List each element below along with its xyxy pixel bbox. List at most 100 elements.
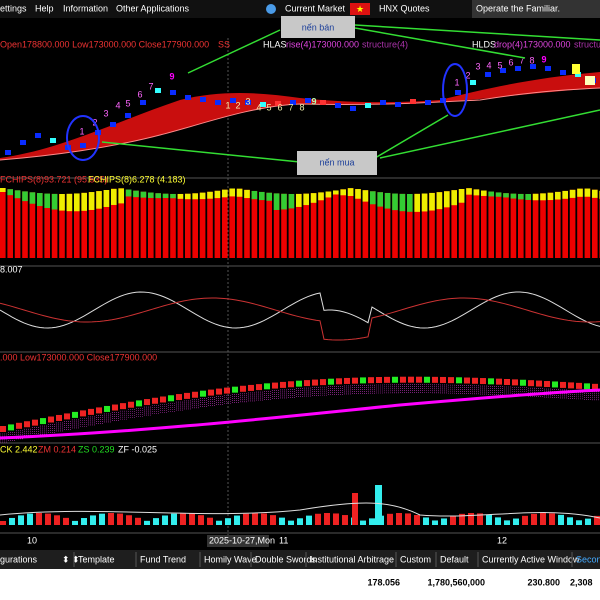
column — [303, 193, 309, 258]
candle — [472, 377, 478, 384]
column — [318, 192, 324, 258]
column — [347, 188, 354, 258]
column-top — [288, 193, 295, 209]
candle — [455, 90, 461, 95]
cloud — [0, 72, 600, 160]
candle — [576, 382, 582, 389]
menu-item[interactable]: HNX Quotes — [379, 3, 430, 13]
candle — [200, 390, 206, 397]
candle — [96, 407, 102, 414]
candle — [424, 376, 430, 383]
candle — [16, 422, 22, 429]
cloud-edge — [0, 87, 600, 161]
candle — [288, 381, 294, 388]
tab[interactable]: gurations — [0, 554, 38, 564]
column — [399, 193, 406, 258]
column — [377, 192, 383, 258]
histogram-bar — [63, 517, 69, 525]
buy-circle — [442, 63, 468, 117]
sequence-number: 8 — [529, 55, 534, 65]
candle — [184, 392, 190, 399]
column-top — [310, 193, 317, 203]
flag-icon — [350, 3, 370, 15]
fchips-b: FCHIPS(8)6.278 (4.183) — [88, 174, 186, 184]
tab[interactable]: Template — [78, 554, 115, 564]
candle — [120, 403, 126, 410]
sequence-number: 5 — [266, 102, 271, 112]
column-top — [518, 193, 524, 200]
candle — [200, 97, 206, 102]
tab[interactable]: Fund Trend — [140, 554, 186, 564]
column-top — [162, 193, 169, 199]
histogram-bar — [324, 513, 330, 525]
column — [199, 192, 206, 258]
menu-item[interactable]: ettings — [0, 3, 27, 13]
column-top — [148, 192, 154, 198]
column — [259, 191, 265, 258]
footer-value: 2,308 — [570, 577, 593, 587]
histogram-bar — [234, 515, 240, 525]
tab[interactable]: Secon — [576, 554, 600, 564]
menu-item[interactable]: Help — [35, 3, 54, 13]
footer-value: 1,780,560,000 — [427, 577, 485, 587]
column-top — [547, 192, 554, 201]
tab[interactable]: Custom — [400, 554, 431, 564]
candle — [64, 413, 70, 420]
candle — [488, 378, 494, 385]
column-top — [7, 189, 13, 196]
column — [59, 193, 65, 258]
column-top — [377, 192, 383, 207]
sequence-number: 7 — [288, 102, 293, 112]
menu-item[interactable]: Other Applications — [116, 3, 190, 13]
histogram-bar — [585, 518, 591, 525]
candle — [80, 143, 86, 148]
histogram-bar — [189, 513, 195, 525]
column — [177, 193, 184, 258]
histogram-bar — [306, 515, 312, 525]
column — [510, 193, 517, 258]
histogram-bar — [279, 517, 285, 525]
column — [355, 189, 361, 258]
candle — [350, 106, 356, 111]
histogram-bar — [360, 520, 366, 525]
histogram-bar — [459, 513, 465, 525]
candle — [585, 76, 595, 85]
tab[interactable]: Currently Active Window — [482, 554, 580, 564]
column-top — [192, 193, 198, 200]
buy-circle — [66, 115, 100, 161]
sequence-number: 2 — [465, 70, 470, 80]
tab[interactable]: Homily Wave — [204, 554, 257, 564]
candle — [20, 140, 26, 145]
column — [140, 191, 147, 258]
candle — [440, 376, 446, 383]
candle — [272, 382, 278, 389]
menu-item[interactable]: Information — [63, 3, 108, 13]
candle — [35, 133, 41, 138]
column-top — [436, 192, 443, 210]
sequence-number: 8 — [299, 102, 304, 112]
sequence-number: 6 — [508, 57, 513, 67]
column-top — [562, 190, 568, 199]
column — [251, 190, 258, 258]
candle — [512, 379, 518, 386]
sequence-number: 1 — [79, 126, 84, 136]
tab[interactable]: Double Swords — [255, 554, 317, 564]
histogram-bar — [27, 513, 33, 525]
histogram-bar — [18, 515, 24, 525]
histogram-bar — [144, 520, 150, 525]
column — [429, 192, 435, 258]
column — [562, 190, 568, 258]
tab[interactable]: Default — [440, 554, 469, 564]
histogram-bar — [405, 513, 411, 525]
flag-star: ★ — [356, 4, 364, 14]
histogram-bar — [198, 515, 204, 525]
candle — [170, 90, 176, 95]
column-top — [414, 193, 420, 212]
ohlc-header-2: .000 Low173000.000 Close177900.000 — [0, 352, 157, 362]
menu-item[interactable]: Current Market — [285, 3, 346, 13]
column — [362, 190, 369, 258]
tab[interactable]: Institutional Arbitrage — [310, 554, 394, 564]
sequence-number: 3 — [245, 96, 250, 106]
candle — [560, 381, 566, 388]
column — [51, 193, 58, 258]
